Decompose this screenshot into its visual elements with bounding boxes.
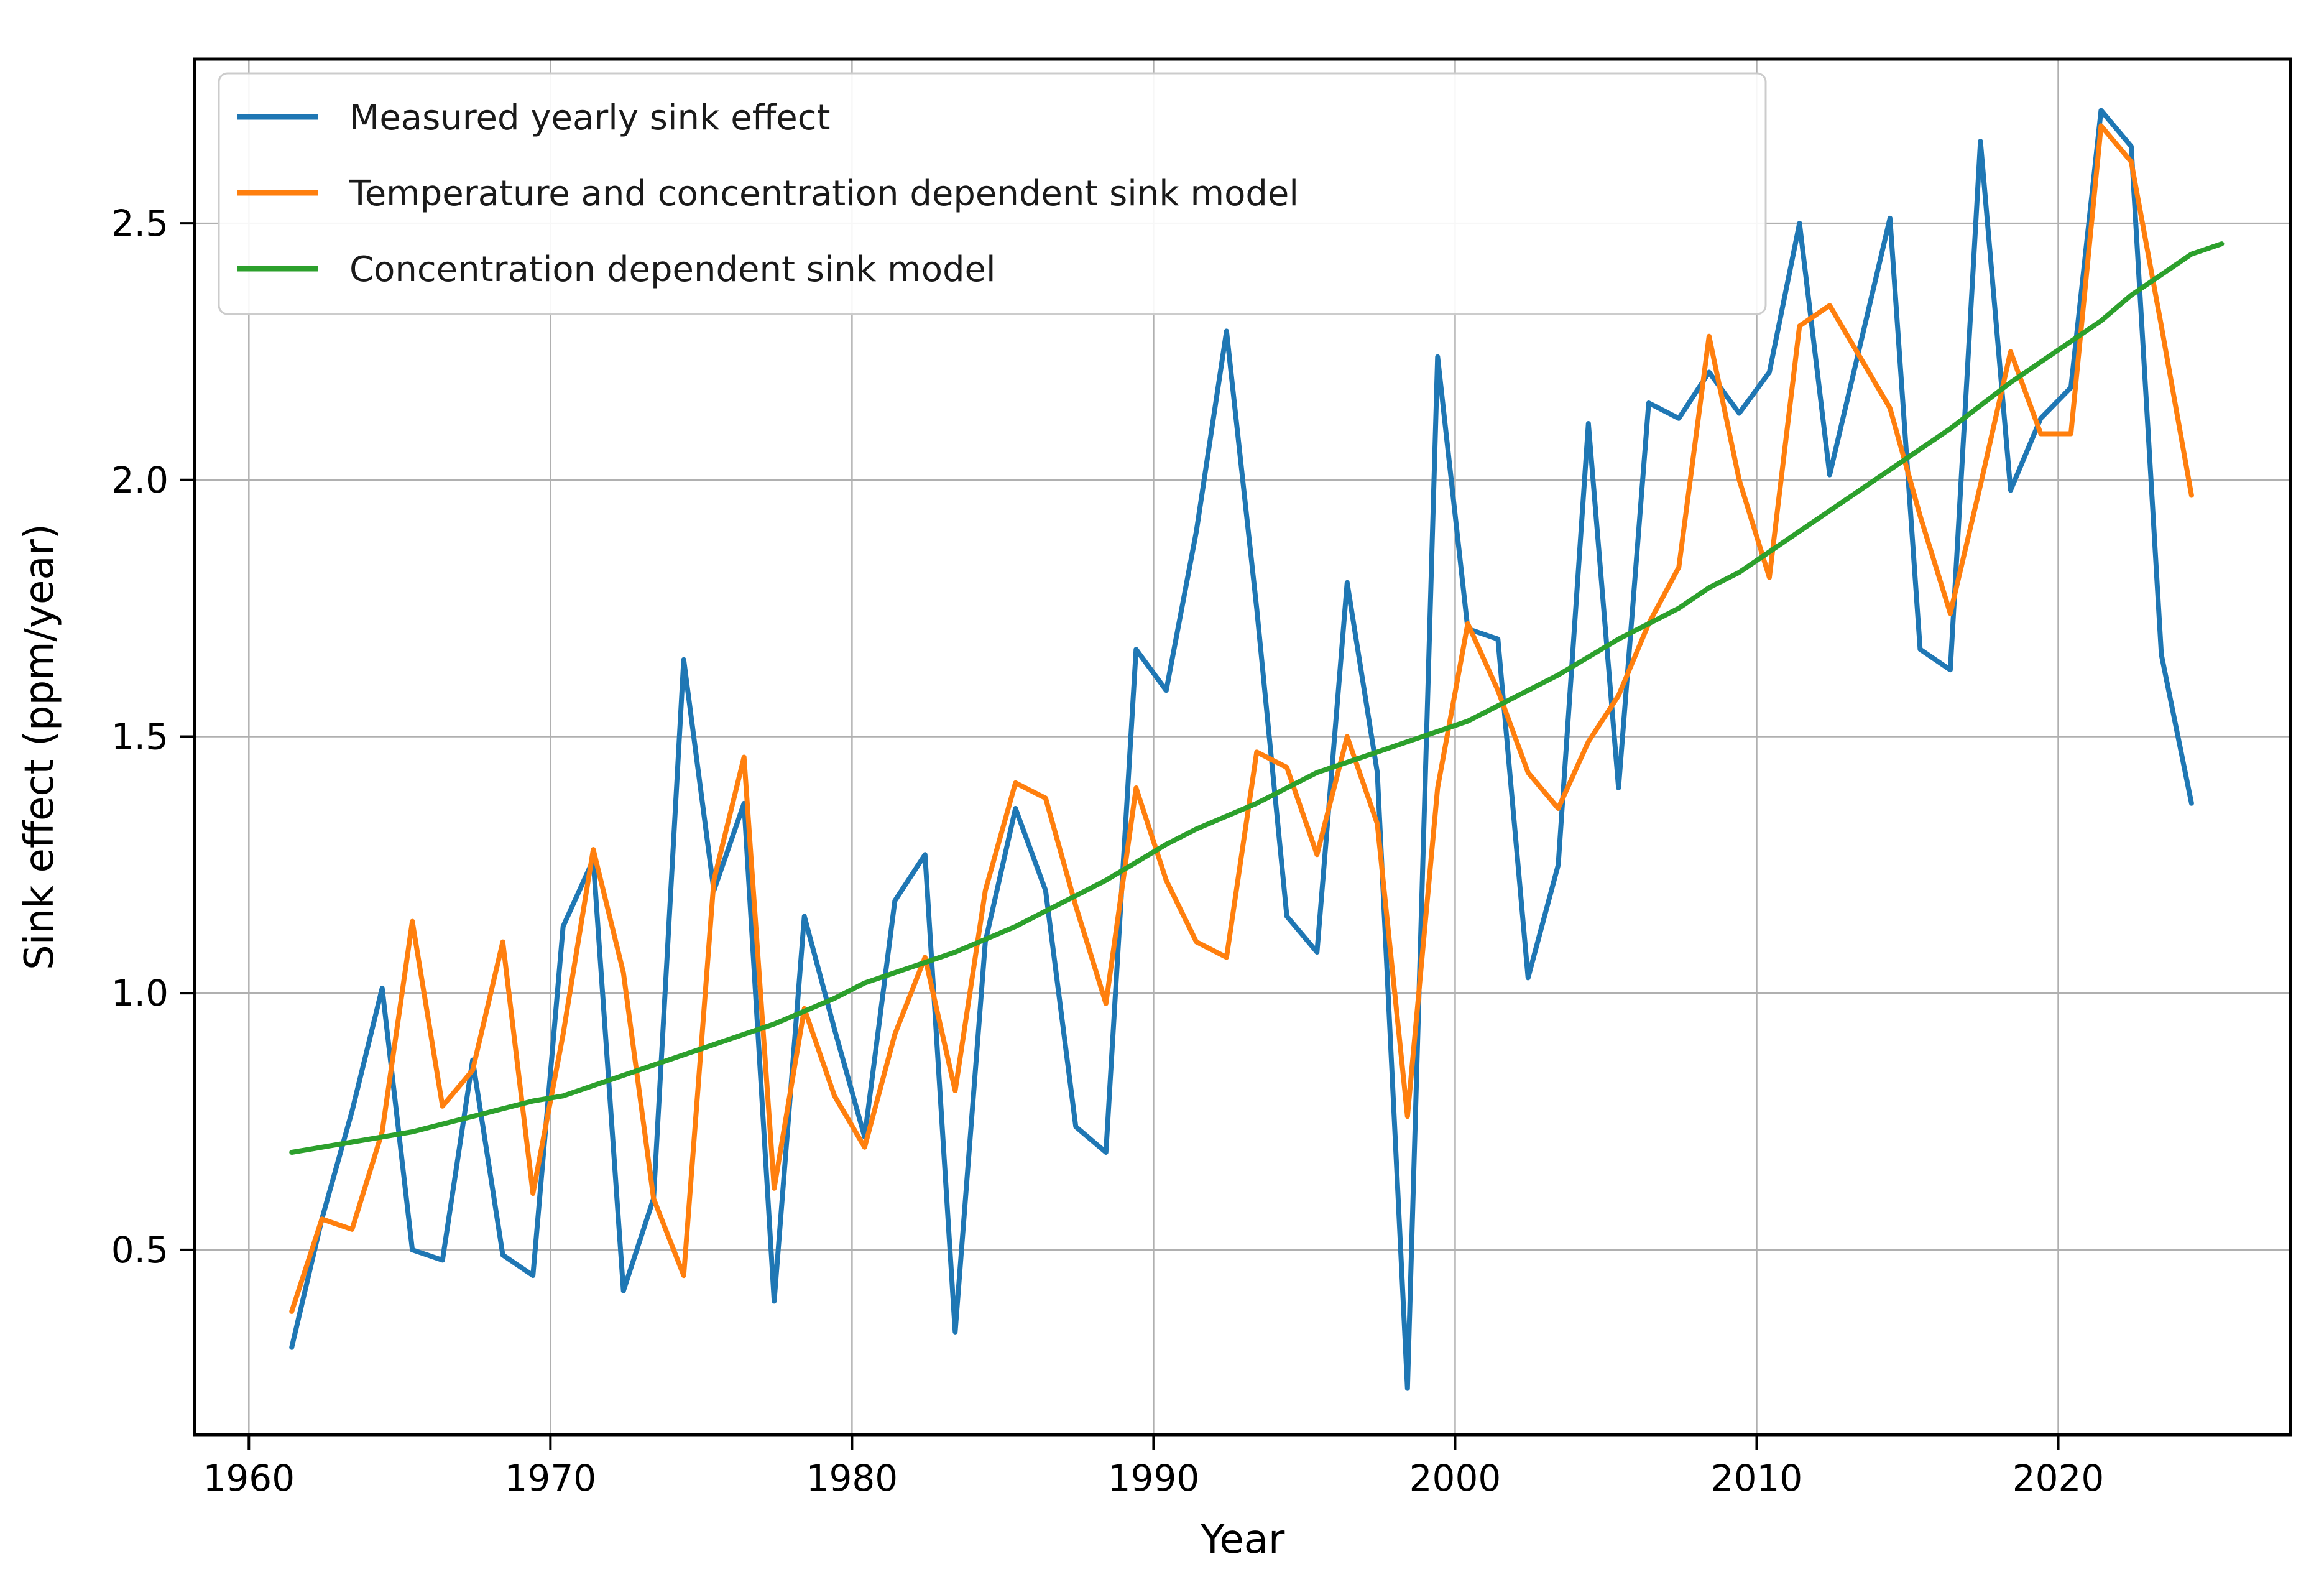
plot-border [193, 57, 2292, 1437]
legend-label-measured: Measured yearly sink effect [349, 98, 830, 138]
y-tick-0.5: 0.5 [111, 1229, 168, 1271]
x-tick-2000: 2000 [1409, 1457, 1501, 1499]
x-tick-1990: 1990 [1108, 1457, 1200, 1499]
x-tick-labels: 1960 1970 1980 1990 2000 2010 2020 [203, 1457, 2105, 1499]
y-tick-1.0: 1.0 [111, 972, 168, 1014]
series-line-2 [289, 241, 2225, 1155]
legend-label-temp-conc-model: Temperature and concentration dependent … [349, 174, 1299, 214]
x-tick-2010: 2010 [1711, 1457, 1803, 1499]
legend-label-conc-model: Concentration dependent sink model [349, 249, 996, 290]
y-axis-label: Sink effect (ppm/year) [17, 524, 63, 970]
data-series [289, 108, 2225, 1391]
legend-box [218, 72, 1767, 315]
legend: Measured yearly sink effect Temperature … [218, 72, 1767, 315]
x-tick-1970: 1970 [505, 1457, 597, 1499]
x-axis-label: Year [1200, 1517, 1285, 1563]
series-line-1 [289, 123, 2194, 1314]
x-tick-2020: 2020 [2013, 1457, 2105, 1499]
axis-ticks [180, 222, 2060, 1450]
y-tick-labels: 0.5 1.0 1.5 2.0 2.5 [111, 202, 168, 1271]
y-tick-2.5: 2.5 [111, 202, 168, 244]
y-tick-2.0: 2.0 [111, 459, 168, 501]
x-tick-1980: 1980 [806, 1457, 898, 1499]
y-tick-1.5: 1.5 [111, 715, 168, 757]
x-tick-1960: 1960 [203, 1457, 295, 1499]
series-line-0 [289, 108, 2194, 1391]
